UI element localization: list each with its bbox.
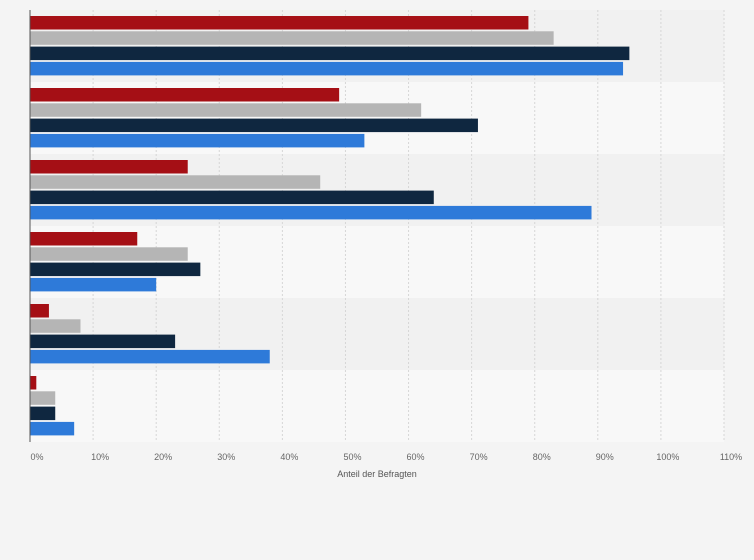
gridlines xyxy=(92,10,725,442)
x-tick-label: 100% xyxy=(656,452,679,462)
x-tick-label: 30% xyxy=(217,452,235,462)
x-tick-label: 60% xyxy=(407,452,425,462)
x-tick-label: 110% xyxy=(720,452,742,462)
x-tick-label: 90% xyxy=(596,452,614,462)
bar xyxy=(30,118,478,133)
bar xyxy=(30,61,624,76)
bar xyxy=(30,88,340,102)
bar xyxy=(30,232,138,246)
bar xyxy=(30,160,188,174)
x-tick-label: 70% xyxy=(470,452,488,462)
x-tick-labels: 0% 10% 20% 30% 40% 50% 60% 70% 80% 90% 100% 110% xyxy=(30,452,742,462)
bar xyxy=(30,304,49,318)
x-tick-label: 20% xyxy=(154,452,172,462)
bar xyxy=(30,406,56,421)
bar xyxy=(30,262,201,277)
bar xyxy=(30,16,529,30)
x-tick-label: 10% xyxy=(91,452,109,462)
bar xyxy=(30,277,157,292)
bar xyxy=(30,190,434,205)
bar xyxy=(30,349,270,364)
x-tick-label: 50% xyxy=(343,452,361,462)
x-tick-label: 80% xyxy=(533,452,551,462)
category-band xyxy=(30,370,724,442)
x-tick-label: 40% xyxy=(280,452,298,462)
bar xyxy=(30,376,37,390)
bar xyxy=(30,334,176,349)
bars xyxy=(30,16,630,436)
bar xyxy=(30,31,554,45)
bar xyxy=(30,205,592,220)
bar xyxy=(30,247,188,261)
bar xyxy=(30,319,81,333)
x-tick-label: 0% xyxy=(30,452,43,462)
bar xyxy=(30,133,365,148)
bar xyxy=(30,103,422,117)
bar xyxy=(30,46,630,61)
bar xyxy=(30,175,321,189)
bar xyxy=(30,421,75,436)
x-axis-title: Anteil der Befragten xyxy=(337,469,417,479)
bar xyxy=(30,391,56,405)
